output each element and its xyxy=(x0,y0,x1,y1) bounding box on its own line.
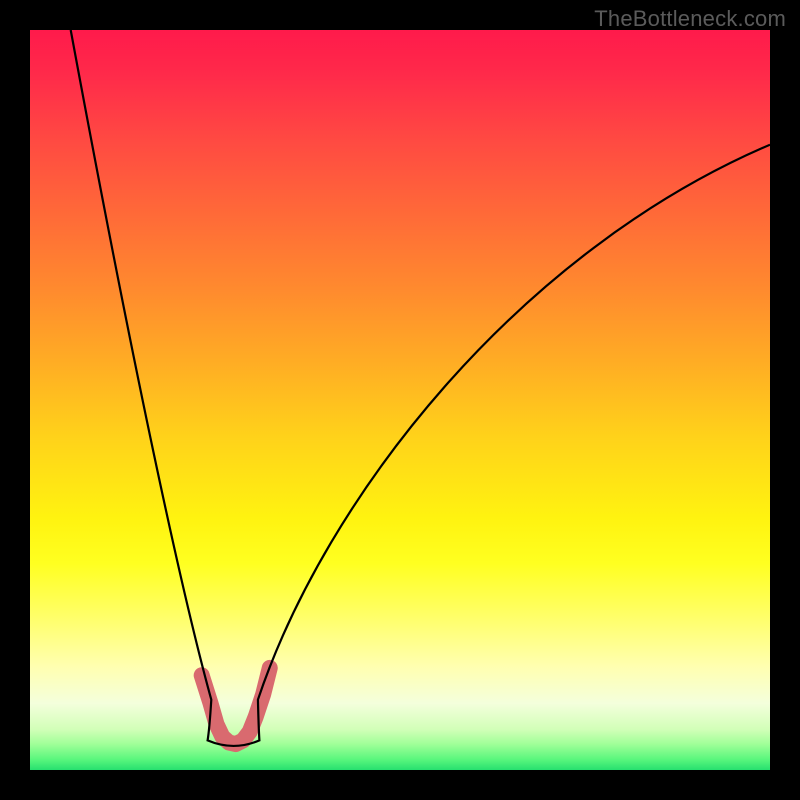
v-curve-line xyxy=(71,30,770,746)
watermark-text: TheBottleneck.com xyxy=(594,6,786,32)
chart-frame: TheBottleneck.com xyxy=(0,0,800,800)
bottleneck-curve xyxy=(30,30,770,770)
plot-area xyxy=(30,30,770,770)
